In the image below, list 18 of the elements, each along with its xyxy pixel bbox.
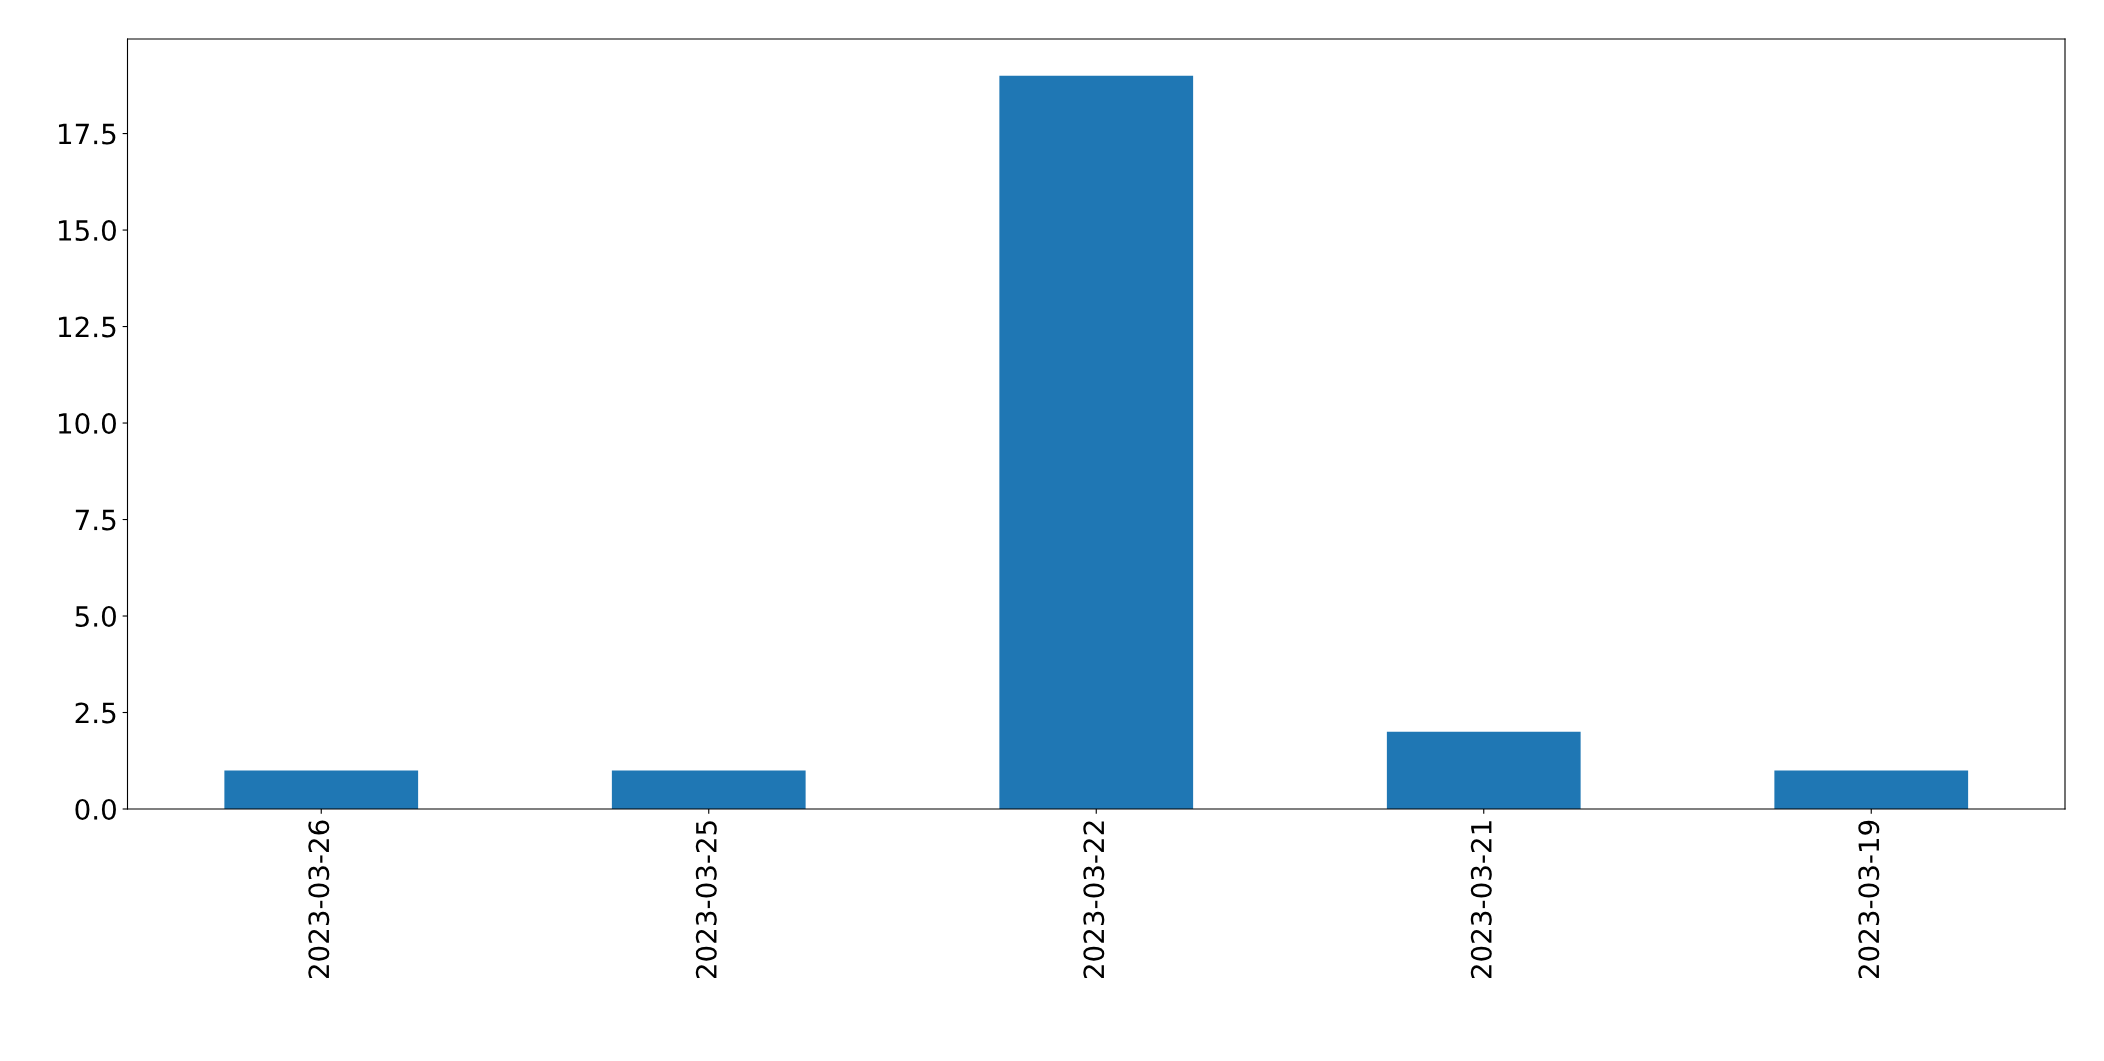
y-tick-label: 0.0 xyxy=(75,798,116,820)
y-tick-label: 10.0 xyxy=(58,412,116,434)
x-tick-label: 2023-03-25 xyxy=(695,821,717,979)
y-tick-label: 2.5 xyxy=(75,702,116,724)
y-tick-label: 15.0 xyxy=(58,219,116,241)
x-tick-label: 2023-03-19 xyxy=(1858,820,1880,979)
y-tick-label: 17.5 xyxy=(58,123,116,145)
bar xyxy=(999,75,1194,809)
y-tick-label: 5.0 xyxy=(75,605,116,627)
y-tick-label: 7.5 xyxy=(75,509,116,531)
x-tick-label: 2023-03-21 xyxy=(1470,821,1492,979)
bar xyxy=(1774,770,1969,809)
bar xyxy=(224,770,419,809)
y-tick-label: 12.5 xyxy=(58,316,116,338)
x-tick-label: 2023-03-26 xyxy=(308,820,330,979)
x-tick-label: 2023-03-22 xyxy=(1083,821,1105,979)
bar xyxy=(611,770,806,809)
bar xyxy=(1386,731,1581,809)
